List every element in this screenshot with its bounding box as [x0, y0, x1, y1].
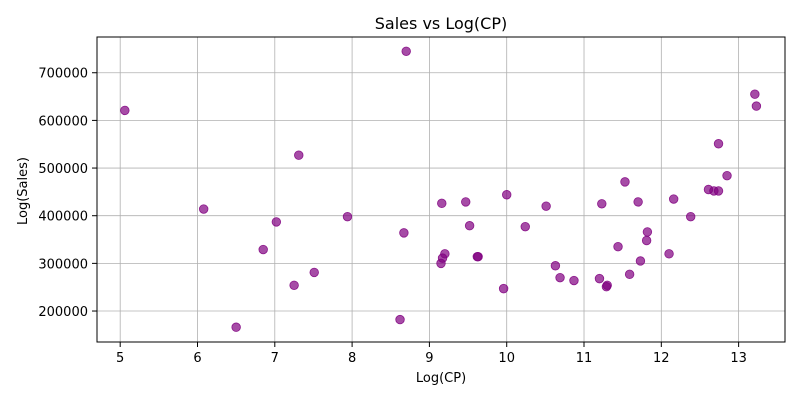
- y-axis-label: Log(Sales): [16, 157, 31, 225]
- scatter-point: [641, 235, 652, 246]
- scatter-point: [473, 251, 483, 262]
- y-tick-label: 500000: [38, 162, 88, 177]
- scatter-point: [342, 211, 353, 222]
- scatter-point: [550, 261, 561, 271]
- scatter-point: [198, 204, 209, 214]
- scatter-point: [750, 89, 760, 99]
- scatter-point: [498, 283, 509, 294]
- x-tick-label: 6: [193, 351, 201, 366]
- chart-title: Sales vs Log(CP): [375, 14, 507, 33]
- y-tick-label: 200000: [38, 305, 88, 320]
- y-tick-label: 400000: [38, 210, 88, 225]
- scatter-point: [401, 46, 411, 56]
- scatter-point: [541, 201, 551, 211]
- scatter-point: [289, 280, 299, 290]
- scatter-point: [461, 197, 471, 207]
- scatter-point: [664, 249, 674, 259]
- scatter-point: [722, 170, 732, 181]
- x-axis-ticks: 5 6 7 8 9 10 11 12 13: [116, 342, 747, 366]
- scatter-point: [399, 228, 409, 238]
- x-tick-label: 11: [576, 351, 593, 366]
- y-tick-label: 700000: [38, 67, 88, 82]
- y-axis-ticks: 200000 300000 400000 500000 600000 700000: [38, 67, 97, 320]
- scatter-point: [309, 267, 319, 278]
- y-tick-label: 300000: [38, 257, 88, 272]
- grid-lines: [97, 37, 785, 342]
- x-tick-label: 10: [498, 351, 515, 366]
- x-tick-label: 8: [348, 351, 356, 366]
- scatter-point: [613, 241, 623, 252]
- scatter-point: [440, 249, 450, 259]
- scatter-point: [231, 322, 241, 332]
- x-tick-label: 5: [116, 351, 124, 366]
- plot-area: [96, 36, 786, 343]
- scatter-point: [602, 280, 612, 290]
- scatter-point: [685, 211, 696, 222]
- scatter-point: [437, 198, 447, 209]
- scatter-point: [520, 221, 530, 232]
- scatter-point: [258, 244, 268, 255]
- x-tick-label: 9: [425, 351, 433, 366]
- scatter-point: [120, 105, 130, 116]
- x-tick-label: 13: [730, 351, 747, 366]
- scatter-point: [597, 199, 607, 209]
- scatter-point: [751, 101, 762, 111]
- data-points: [120, 46, 762, 332]
- scatter-point: [642, 227, 653, 237]
- scatter-point: [635, 256, 646, 266]
- scatter-point: [294, 150, 304, 160]
- scatter-point: [555, 272, 565, 283]
- scatter-point: [502, 190, 512, 200]
- scatter-point: [569, 275, 579, 286]
- scatter-point: [395, 314, 405, 325]
- scatter-point: [271, 217, 282, 227]
- x-axis-label: Log(CP): [416, 371, 466, 386]
- scatter-point: [464, 221, 475, 231]
- scatter-point: [668, 194, 679, 204]
- y-tick-label: 600000: [38, 114, 88, 129]
- scatter-point: [594, 273, 605, 284]
- scatter-point: [624, 269, 635, 280]
- scatter-point: [620, 177, 630, 187]
- scatter-point: [713, 139, 724, 149]
- x-tick-label: 7: [271, 351, 279, 366]
- scatter-point: [633, 197, 643, 207]
- x-tick-label: 12: [653, 351, 670, 366]
- scatter-point: [713, 186, 724, 196]
